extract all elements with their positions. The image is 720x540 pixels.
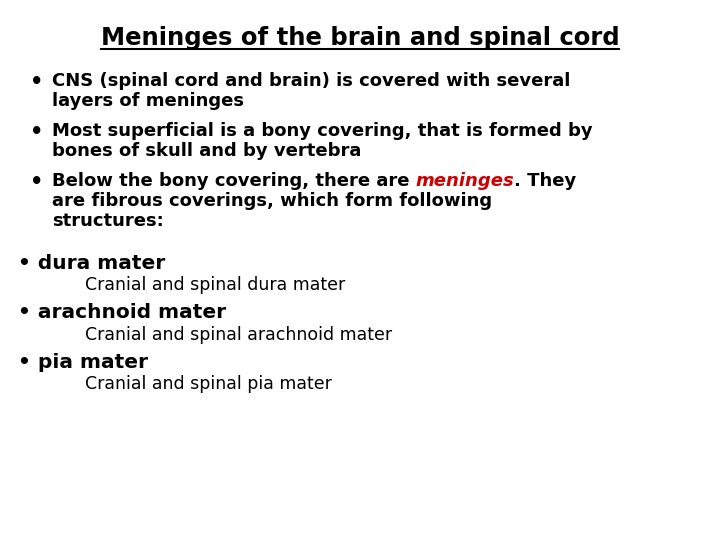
Text: meninges: meninges bbox=[415, 172, 515, 190]
Text: Cranial and spinal pia mater: Cranial and spinal pia mater bbox=[85, 375, 332, 393]
Text: are fibrous coverings, which form following: are fibrous coverings, which form follow… bbox=[52, 192, 492, 210]
Text: • dura mater: • dura mater bbox=[18, 254, 166, 273]
Text: • arachnoid mater: • arachnoid mater bbox=[18, 303, 226, 322]
Text: Most superficial is a bony covering, that is formed by: Most superficial is a bony covering, tha… bbox=[52, 122, 593, 140]
Text: •: • bbox=[30, 172, 43, 192]
Text: bones of skull and by vertebra: bones of skull and by vertebra bbox=[52, 142, 361, 160]
Text: Cranial and spinal arachnoid mater: Cranial and spinal arachnoid mater bbox=[85, 326, 392, 344]
Text: CNS (spinal cord and brain) is covered with several: CNS (spinal cord and brain) is covered w… bbox=[52, 72, 570, 90]
Text: Cranial and spinal dura mater: Cranial and spinal dura mater bbox=[85, 276, 346, 294]
Text: • pia mater: • pia mater bbox=[18, 353, 148, 372]
Text: layers of meninges: layers of meninges bbox=[52, 92, 244, 110]
Text: •: • bbox=[30, 72, 43, 92]
Text: •: • bbox=[30, 122, 43, 142]
Text: structures:: structures: bbox=[52, 212, 163, 230]
Text: Below the bony covering, there are: Below the bony covering, there are bbox=[52, 172, 415, 190]
Text: . They: . They bbox=[515, 172, 577, 190]
Text: Meninges of the brain and spinal cord: Meninges of the brain and spinal cord bbox=[101, 26, 619, 50]
